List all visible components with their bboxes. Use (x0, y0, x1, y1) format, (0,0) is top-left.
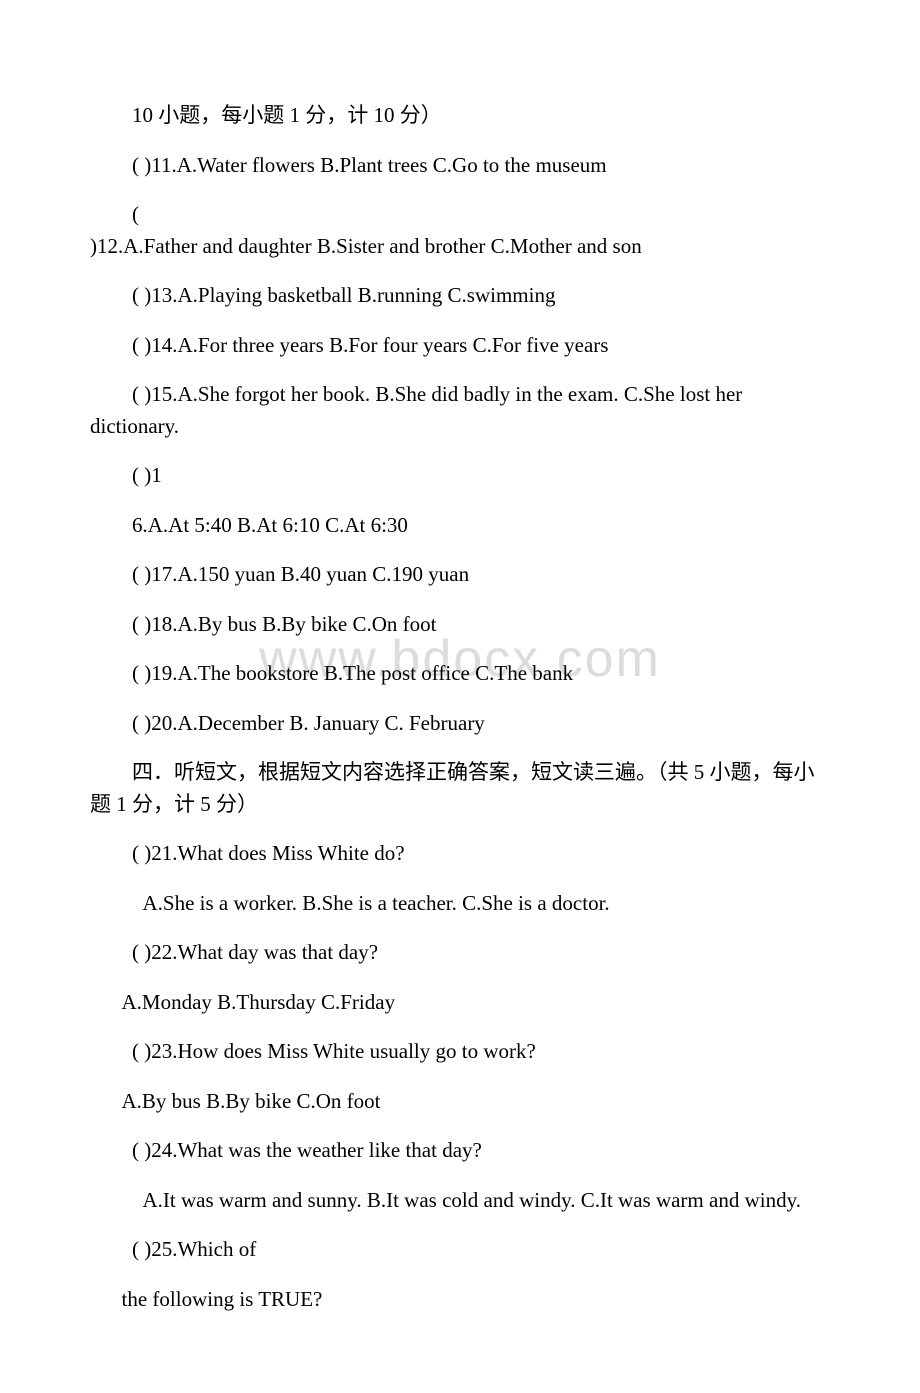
question-11: ( )11.A.Water flowers B.Plant trees C.Go… (90, 150, 830, 182)
question-19: ( )19.A.The bookstore B.The post office … (90, 658, 830, 690)
question-14: ( )14.A.For three years B.For four years… (90, 330, 830, 362)
question-13: ( )13.A.Playing basketball B.running C.s… (90, 280, 830, 312)
question-24: ( )24.What was the weather like that day… (90, 1135, 830, 1167)
question-23-options: A.By bus B.By bike C.On foot (90, 1086, 830, 1118)
question-16: 6.A.At 5:40 B.At 6:10 C.At 6:30 (90, 510, 830, 542)
question-22-options: A.Monday B.Thursday C.Friday (90, 987, 830, 1019)
question-25-prefix: ( )25.Which of (90, 1234, 830, 1266)
question-18: ( )18.A.By bus B.By bike C.On foot (90, 609, 830, 641)
question-12-paren: ( (90, 199, 830, 231)
question-20: ( )20.A.December B. January C. February (90, 708, 830, 740)
question-17: ( )17.A.150 yuan B.40 yuan C.190 yuan (90, 559, 830, 591)
question-16-prefix: ( )1 (90, 460, 830, 492)
question-12: )12.A.Father and daughter B.Sister and b… (90, 231, 830, 263)
document-content: 10 小题，每小题 1 分，计 10 分） ( )11.A.Water flow… (90, 100, 830, 1315)
question-24-options: A.It was warm and sunny. B.It was cold a… (90, 1185, 830, 1217)
question-21-options: A.She is a worker. B.She is a teacher. C… (90, 888, 830, 920)
question-15: ( )15.A.She forgot her book. B.She did b… (90, 379, 830, 442)
question-25: the following is TRUE? (90, 1284, 830, 1316)
question-23: ( )23.How does Miss White usually go to … (90, 1036, 830, 1068)
question-21: ( )21.What does Miss White do? (90, 838, 830, 870)
question-section-header: 10 小题，每小题 1 分，计 10 分） (90, 100, 830, 132)
section-four-header: 四．听短文，根据短文内容选择正确答案，短文读三遍。（共 5 小题，每小题 1 分… (90, 757, 830, 820)
question-22: ( )22.What day was that day? (90, 937, 830, 969)
